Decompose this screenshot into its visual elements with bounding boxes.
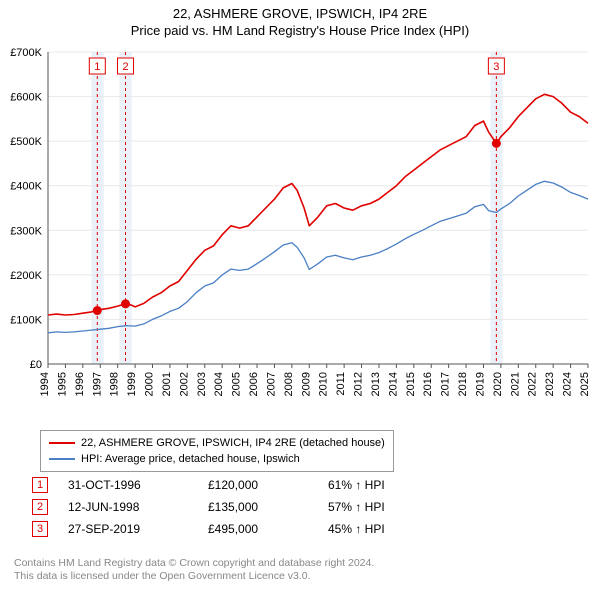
svg-text:2024: 2024 (562, 372, 574, 396)
sales-table: 1 31-OCT-1996£120,00061% ↑ HPI 2 12-JUN-199… (32, 474, 448, 540)
svg-text:2007: 2007 (265, 372, 277, 396)
svg-text:1994: 1994 (39, 372, 51, 396)
svg-text:£600K: £600K (10, 92, 42, 104)
sale-price: £135,000 (208, 500, 328, 514)
sale-hpi: 61% ↑ HPI (328, 478, 448, 492)
legend-row: 22, ASHMERE GROVE, IPSWICH, IP4 2RE (det… (49, 435, 385, 451)
svg-text:2004: 2004 (213, 372, 225, 396)
svg-text:2001: 2001 (161, 372, 173, 396)
footer-attribution: Contains HM Land Registry data © Crown c… (14, 557, 374, 584)
svg-text:£300K: £300K (10, 225, 42, 237)
svg-text:2: 2 (122, 61, 128, 73)
svg-text:2005: 2005 (231, 372, 243, 396)
price-chart: £0 £100K £200K £300K £400K £500K £600K £700K 199… (0, 44, 600, 424)
sale-date: 27-SEP-2019 (68, 522, 208, 536)
svg-text:2016: 2016 (422, 372, 434, 396)
svg-text:2025: 2025 (579, 372, 591, 396)
footer-line2: This data is licensed under the Open Gov… (14, 570, 374, 584)
sale-date: 31-OCT-1996 (68, 478, 208, 492)
svg-text:£200K: £200K (10, 270, 42, 282)
title-address: 22, ASHMERE GROVE, IPSWICH, IP4 2RE (0, 6, 600, 21)
svg-text:£0: £0 (30, 359, 42, 371)
legend-box: 22, ASHMERE GROVE, IPSWICH, IP4 2RE (det… (40, 430, 394, 472)
svg-text:2008: 2008 (283, 372, 295, 396)
sale-row: 1 31-OCT-1996£120,00061% ↑ HPI (32, 474, 448, 496)
svg-text:1997: 1997 (91, 372, 103, 396)
sale-hpi: 45% ↑ HPI (328, 522, 448, 536)
svg-text:£500K: £500K (10, 136, 42, 148)
title-subtitle: Price paid vs. HM Land Registry's House … (0, 23, 600, 38)
sale-row: 3 27-SEP-2019£495,00045% ↑ HPI (32, 518, 448, 540)
sale-marker: 2 (32, 499, 48, 515)
sale-marker: 1 (32, 477, 48, 493)
titles-block: 22, ASHMERE GROVE, IPSWICH, IP4 2RE Pric… (0, 0, 600, 38)
legend-swatch (49, 458, 75, 460)
svg-text:2002: 2002 (178, 372, 190, 396)
page-container: 22, ASHMERE GROVE, IPSWICH, IP4 2RE Pric… (0, 0, 600, 590)
svg-text:£100K: £100K (10, 314, 42, 326)
svg-text:2011: 2011 (335, 372, 347, 396)
svg-text:2006: 2006 (248, 372, 260, 396)
svg-text:£700K: £700K (10, 47, 42, 59)
sale-date: 12-JUN-1998 (68, 500, 208, 514)
sale-price: £120,000 (208, 478, 328, 492)
svg-text:2021: 2021 (509, 372, 521, 396)
sale-hpi: 57% ↑ HPI (328, 500, 448, 514)
svg-text:2023: 2023 (544, 372, 556, 396)
svg-text:2009: 2009 (300, 372, 312, 396)
svg-text:2018: 2018 (457, 372, 469, 396)
svg-text:2000: 2000 (144, 372, 156, 396)
svg-text:1998: 1998 (109, 372, 121, 396)
legend-label: HPI: Average price, detached house, Ipsw… (81, 453, 300, 465)
svg-text:2020: 2020 (492, 372, 504, 396)
svg-text:2012: 2012 (353, 372, 365, 396)
svg-text:2017: 2017 (440, 372, 452, 396)
sale-price: £495,000 (208, 522, 328, 536)
svg-text:2014: 2014 (387, 372, 399, 396)
svg-text:2010: 2010 (318, 372, 330, 396)
svg-text:2015: 2015 (405, 372, 417, 396)
svg-text:2019: 2019 (474, 372, 486, 396)
svg-text:2003: 2003 (196, 372, 208, 396)
sale-marker: 3 (32, 521, 48, 537)
svg-text:2022: 2022 (527, 372, 539, 396)
svg-text:1999: 1999 (126, 372, 138, 396)
legend-swatch (49, 442, 75, 444)
legend-label: 22, ASHMERE GROVE, IPSWICH, IP4 2RE (det… (81, 437, 385, 449)
svg-text:1: 1 (94, 61, 100, 73)
svg-text:2013: 2013 (370, 372, 382, 396)
chart-area: £0 £100K £200K £300K £400K £500K £600K £700K 199… (0, 44, 600, 424)
svg-text:£400K: £400K (10, 181, 42, 193)
svg-text:3: 3 (493, 61, 499, 73)
svg-text:1996: 1996 (74, 372, 86, 396)
svg-text:1995: 1995 (56, 372, 68, 396)
legend-row: HPI: Average price, detached house, Ipsw… (49, 451, 385, 467)
footer-line1: Contains HM Land Registry data © Crown c… (14, 557, 374, 571)
sale-row: 2 12-JUN-1998£135,00057% ↑ HPI (32, 496, 448, 518)
